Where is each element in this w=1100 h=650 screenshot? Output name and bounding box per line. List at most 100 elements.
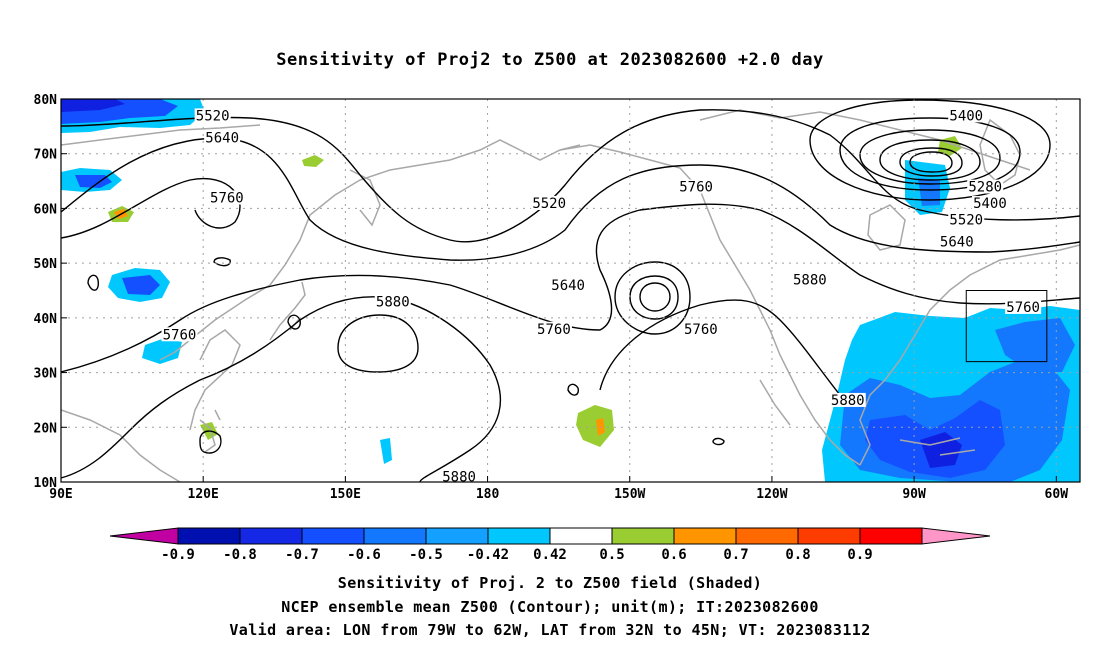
lat-tick-label: 30N xyxy=(34,367,58,382)
contour-labels: 5520 5640 5760 5760 5880 5520 5640 5760 5760 5760… xyxy=(161,108,1042,486)
colorbar-label: -0.5 xyxy=(409,547,443,563)
coast-baja xyxy=(759,379,791,426)
plot-title: Sensitivity of Proj2 to Z500 at 20230826… xyxy=(276,50,824,70)
contour-label-bg xyxy=(550,278,587,293)
lon-tick-label: 90E xyxy=(49,487,72,502)
height-contours xyxy=(61,99,1080,482)
contour-label-bg xyxy=(531,195,568,210)
colorbar-segment xyxy=(487,527,551,545)
contour-5880-mid xyxy=(61,296,502,482)
colorbar-label: -0.6 xyxy=(347,547,381,563)
shade-atlantic-darker xyxy=(920,432,962,468)
colorbar-arrow-right xyxy=(921,527,991,545)
contour-label-bg xyxy=(948,108,985,123)
contour-small-6 xyxy=(712,437,725,446)
lon-tick-label: 120E xyxy=(188,487,219,502)
colorbar-label: 0.7 xyxy=(723,547,748,563)
colorbar-segment xyxy=(673,527,737,545)
coast-north-america-east xyxy=(859,244,1080,466)
contour-low-lab-1 xyxy=(809,99,1051,201)
shade-northwest-darker xyxy=(61,99,125,112)
shade-blue-20n-wp xyxy=(380,438,392,464)
colorbar-segment xyxy=(859,527,923,545)
contour-label: 5880 xyxy=(793,273,827,289)
contour-label: 5880 xyxy=(442,470,476,486)
lon-axis: 90E 120E 150E 180 150W 120W 90W 60W xyxy=(49,476,1068,502)
caption-line-2: NCEP ensemble mean Z500 (Contour); unit(… xyxy=(281,598,819,616)
contour-label-bg xyxy=(682,321,719,336)
shade-blob-65n-inner xyxy=(75,175,112,188)
contour-label-bg xyxy=(374,294,411,309)
shade-blob-47n-inner xyxy=(122,275,160,295)
shade-blob-35n xyxy=(142,338,182,364)
colorbar-segment xyxy=(611,527,675,545)
colorbar-label: -0.7 xyxy=(285,547,319,563)
caption-line-1: Sensitivity of Proj. 2 to Z500 field (Sh… xyxy=(337,574,763,592)
coast-greenland xyxy=(979,118,1021,186)
contour-label-bg xyxy=(194,108,231,123)
contour-label: 5400 xyxy=(973,196,1007,212)
contour-small-4 xyxy=(567,383,580,396)
contour-small-5 xyxy=(199,430,222,454)
coast-korea-china xyxy=(189,329,241,431)
lat-tick-label: 20N xyxy=(34,421,58,436)
colorbar-label: 0.5 xyxy=(599,547,624,563)
lon-tick-label: 120W xyxy=(756,487,787,502)
lat-axis: 80N 70N 60N 50N 40N 30N 20N 10N xyxy=(34,93,67,491)
colorbar-arrow-left xyxy=(109,527,179,545)
contour-5880-east xyxy=(599,299,841,396)
contour-small-2 xyxy=(213,257,231,267)
lat-tick-label: 60N xyxy=(34,202,58,217)
colorbar-segment xyxy=(735,527,799,545)
contour-5760-west xyxy=(61,177,241,239)
valid-area-box xyxy=(965,290,1048,363)
colorbar-label: -0.9 xyxy=(161,547,195,563)
contour-label-bg xyxy=(208,190,245,205)
lat-tick-label: 10N xyxy=(34,476,58,491)
coast-arctic xyxy=(699,109,1031,171)
coast-kamchatka xyxy=(349,169,381,227)
contour-low-lab-3 xyxy=(859,129,1001,185)
colorbar-segment xyxy=(239,527,303,545)
coast-arctic-west xyxy=(61,124,261,146)
contour-low-lab-5 xyxy=(899,147,963,177)
contour-high-40n-2 xyxy=(629,275,679,320)
contour-low-lab-4 xyxy=(879,139,981,181)
lon-tick-label: 90W xyxy=(902,487,926,502)
caption-line-3: Valid area: LON from 79W to 62W, LAT fro… xyxy=(229,621,871,639)
contour-label: 5520 xyxy=(532,196,566,212)
contour-high-40n xyxy=(614,261,691,335)
lat-tick-label: 50N xyxy=(34,257,58,272)
coast-philippines xyxy=(199,409,221,453)
contour-label-bg xyxy=(161,327,198,342)
contour-5760-mid xyxy=(61,203,1080,373)
contour-high-40n-3 xyxy=(639,282,671,312)
lon-tick-label: 60W xyxy=(1045,487,1069,502)
coast-alaska xyxy=(559,144,861,466)
colorbar-segment xyxy=(549,527,613,545)
colorbar-segment xyxy=(301,527,365,545)
contour-label: 5640 xyxy=(940,234,974,250)
coast-east-asia xyxy=(61,139,581,482)
shade-green-70n xyxy=(302,155,324,167)
contour-label-bg xyxy=(829,392,866,407)
colorbar-segment xyxy=(797,527,861,545)
colorbar-label: -0.42 xyxy=(467,547,509,563)
contour-label: 5400 xyxy=(949,108,983,124)
sensitivity-shading xyxy=(61,99,1080,482)
contour-label-bg xyxy=(971,195,1008,210)
contour-low-lab-2 xyxy=(839,117,1021,191)
contour-label-bg xyxy=(1005,299,1042,314)
coast-hudson xyxy=(867,204,906,251)
contour-small-1 xyxy=(87,274,100,291)
colorbar-segment xyxy=(425,527,489,545)
contour-small-3 xyxy=(287,314,301,330)
lon-tick-label: 150W xyxy=(614,487,645,502)
contour-5640 xyxy=(61,137,1080,261)
colorbar-label: 0.8 xyxy=(785,547,810,563)
contour-label-bg xyxy=(535,321,572,336)
coastlines xyxy=(61,109,1080,482)
contour-label: 5520 xyxy=(949,212,983,228)
lon-tick-label: 150E xyxy=(330,487,361,502)
